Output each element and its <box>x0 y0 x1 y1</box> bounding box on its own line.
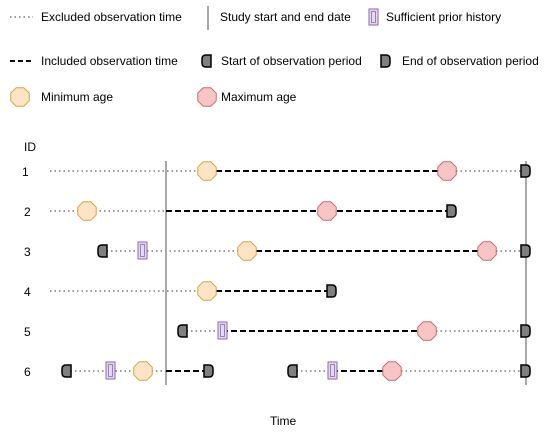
prior-history-marker <box>217 321 228 340</box>
max-age-marker <box>382 361 402 381</box>
start-observation-icon <box>201 54 212 68</box>
time-axis-label: Time <box>270 414 297 428</box>
max-age-marker <box>417 321 437 341</box>
id-axis-label: ID <box>24 140 36 154</box>
row-id-2: 2 <box>24 205 31 219</box>
legend-min-age-label: Minimum age <box>41 90 113 104</box>
timeline-row-5 <box>177 321 531 341</box>
legend-excluded: Excluded observation time <box>10 10 182 24</box>
max-age-marker <box>477 241 497 261</box>
start-observation-marker <box>61 364 72 378</box>
start-observation-marker <box>177 324 188 338</box>
end-observation-marker <box>520 244 531 258</box>
end-observation-marker <box>520 324 531 338</box>
end-observation-icon <box>380 54 391 68</box>
row-id-6: 6 <box>24 365 31 379</box>
timeline-row-3 <box>97 241 531 261</box>
end-observation-marker <box>203 364 214 378</box>
max-age-marker <box>437 161 457 181</box>
prior-history-icon <box>368 8 379 26</box>
maximum-age-icon <box>197 87 217 107</box>
start-observation-marker <box>287 364 298 378</box>
min-age-marker <box>237 241 257 261</box>
legend-included-label: Included observation time <box>41 54 178 68</box>
min-age-marker <box>133 361 153 381</box>
legend-excluded-label: Excluded observation time <box>41 10 182 24</box>
legend-start-obs-label: Start of observation period <box>221 54 362 68</box>
legend-max-age: Maximum age <box>197 87 297 107</box>
legend-end-obs: End of observation period <box>380 54 539 68</box>
legend-max-age-label: Maximum age <box>221 90 297 104</box>
prior-history-marker <box>327 361 338 380</box>
minimum-age-icon <box>10 87 30 107</box>
end-observation-marker <box>446 204 457 218</box>
end-observation-marker <box>520 364 531 378</box>
legend-study-dates-label: Study start and end date <box>220 10 351 24</box>
timeline-row-4 <box>50 281 337 301</box>
row-id-labels: 1 2 3 4 5 6 <box>22 165 31 379</box>
max-age-marker <box>317 201 337 221</box>
prior-history-marker <box>137 241 148 260</box>
min-age-marker <box>197 281 217 301</box>
legend-min-age: Minimum age <box>10 87 113 107</box>
timeline-row-2 <box>50 201 457 221</box>
min-age-marker <box>197 161 217 181</box>
row-id-1: 1 <box>22 165 29 179</box>
min-age-marker <box>77 201 97 221</box>
prior-history-marker <box>105 361 116 380</box>
legend-start-obs: Start of observation period <box>201 54 362 68</box>
legend-end-obs-label: End of observation period <box>402 54 539 68</box>
end-observation-marker <box>520 164 531 178</box>
legend-prior-history: Sufficient prior history <box>368 8 501 26</box>
row-id-5: 5 <box>24 325 31 339</box>
timeline-row-6 <box>61 361 531 381</box>
start-observation-marker <box>97 244 108 258</box>
legend: Excluded observation time Study start an… <box>10 6 539 107</box>
timeline-row-1 <box>50 161 531 181</box>
legend-included: Included observation time <box>10 54 178 68</box>
end-observation-marker <box>326 284 337 298</box>
legend-prior-history-label: Sufficient prior history <box>386 10 501 24</box>
legend-study-dates: Study start and end date <box>207 6 351 30</box>
row-id-3: 3 <box>24 245 31 259</box>
row-id-4: 4 <box>24 285 31 299</box>
